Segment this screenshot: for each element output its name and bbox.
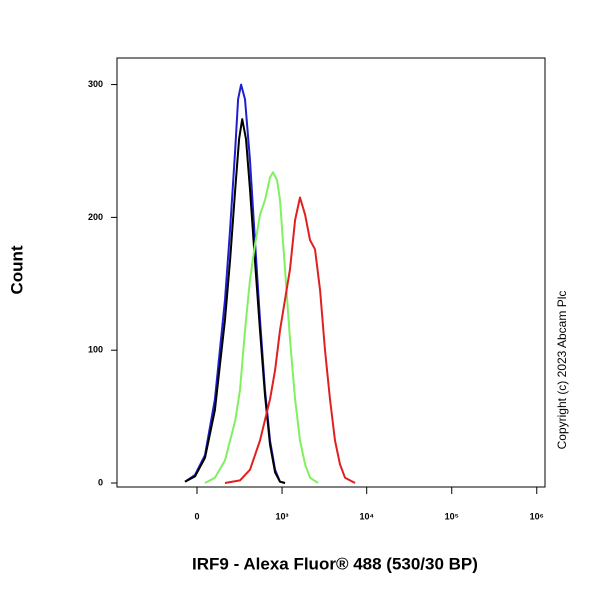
x-tick-label: 10⁴ — [359, 511, 373, 521]
histogram-line — [204, 171, 319, 484]
x-axis-label: IRF9 - Alexa Fluor® 488 (530/30 BP) — [192, 554, 478, 573]
copyright: Copyright (c) 2023 Abcam Plc — [555, 291, 569, 450]
x-tick-label: 0 — [194, 511, 199, 521]
x-tick-label: 10⁶ — [530, 511, 544, 521]
histogram-line — [184, 118, 286, 484]
x-tick-label: 10⁵ — [445, 511, 459, 521]
y-axis-label: Count — [7, 245, 26, 294]
y-tick-label: 100 — [88, 345, 103, 355]
y-tick-label: 200 — [88, 212, 103, 222]
y-tick-label: 0 — [98, 477, 103, 487]
plot-frame — [116, 57, 546, 488]
y-tick-label: 300 — [88, 79, 103, 89]
x-tick-label: 10³ — [276, 511, 289, 521]
histogram-line — [224, 196, 356, 484]
